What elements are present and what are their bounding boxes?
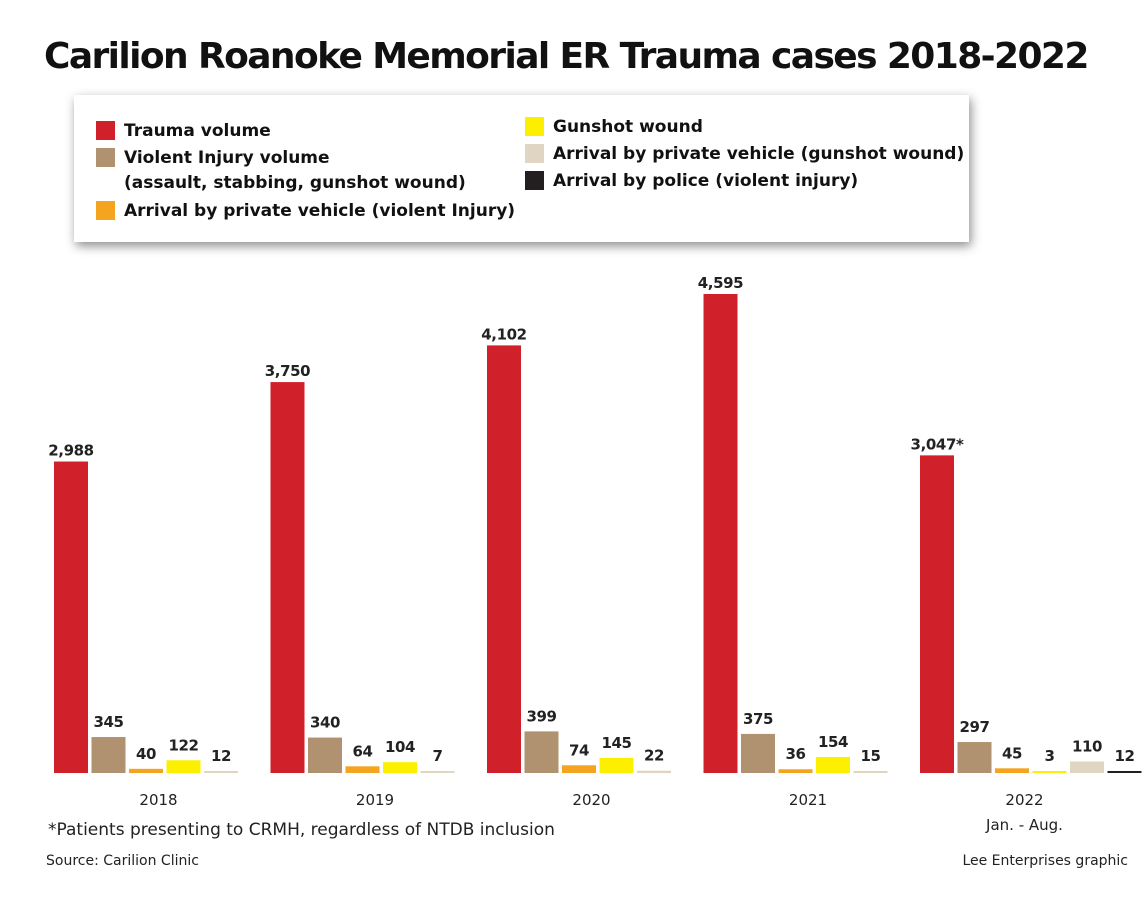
value-label-2019-3: 104 (385, 738, 415, 756)
bar-2021-arrival-by-private-vehicle-violent-injur (778, 769, 813, 773)
value-label-2022-4: 110 (1072, 738, 1102, 756)
legend-item-gunshot-wound: Gunshot wound (525, 115, 703, 140)
bar-2021-trauma-volume (703, 294, 738, 773)
x-tick-2021: 2021 (789, 791, 827, 809)
bar-2020-arrival-by-private-vehicle-violent-injur (562, 765, 596, 773)
bar-layer (54, 294, 1142, 773)
legend-swatch-arrival-by-police (525, 171, 544, 190)
bar-2022-violent-injury-volume-assault-stabbing-g (957, 742, 992, 773)
value-label-2021-0: 4,595 (698, 274, 743, 292)
value-label-2020-3: 145 (601, 734, 631, 752)
legend-label-arrival-by-police: Arrival by police (violent injury) (553, 171, 859, 191)
value-label-2020-0: 4,102 (481, 325, 526, 343)
legend-item-trauma-volume: Trauma volume (96, 119, 271, 144)
value-label-2021-4: 15 (860, 747, 880, 765)
bar-2021-arrival-by-private-vehicle-gunshot-wound (853, 771, 888, 773)
bar-2022-arrival-by-private-vehicle-gunshot-wound (1070, 761, 1104, 773)
legend-label-trauma-volume: Trauma volume (124, 121, 271, 141)
value-label-2018-2: 40 (136, 745, 156, 763)
bar-2022-arrival-by-private-vehicle-violent-injur (995, 768, 1029, 773)
bar-2018-gunshot-wound (166, 760, 201, 773)
value-label-2018-1: 345 (93, 713, 123, 731)
bar-2021-violent-injury-volume-assault-stabbing-g (741, 733, 775, 773)
legend-swatch-private-vehicle-violent (96, 201, 115, 220)
bar-2018-violent-injury-volume-assault-stabbing-g (91, 737, 126, 773)
bar-2019-arrival-by-private-vehicle-violent-injur (345, 766, 380, 773)
x-tick-2019: 2019 (356, 791, 394, 809)
value-label-2022-3: 3 (1044, 747, 1054, 765)
legend-sublabel-violent-injury-volume: (assault, stabbing, gunshot wound) (124, 173, 466, 193)
legend-item-private-vehicle-violent: Arrival by private vehicle (violent Inju… (96, 199, 515, 224)
value-label-2018-0: 2,988 (48, 442, 93, 460)
value-label-2019-2: 64 (352, 742, 372, 760)
legend-swatch-trauma-volume (96, 121, 115, 140)
value-label-2021-3: 154 (818, 733, 848, 751)
bar-2019-violent-injury-volume-assault-stabbing-g (308, 737, 342, 773)
legend-text-violent-injury: Violent Injury volume (assault, stabbing… (124, 146, 466, 196)
bar-2019-trauma-volume (270, 382, 305, 773)
value-label-2018-3: 122 (168, 736, 198, 754)
legend-swatch-gunshot-wound (525, 117, 544, 136)
value-label-2021-1: 375 (743, 710, 773, 728)
legend-label-private-vehicle-violent: Arrival by private vehicle (violent Inju… (124, 201, 516, 221)
legend: Trauma volume Violent Injury volume (ass… (74, 95, 969, 242)
x-tick-2022: 2022 (1005, 791, 1043, 809)
value-label-2022-1: 297 (959, 718, 989, 736)
bar-2022-arrival-by-police-violent-injury (1107, 771, 1142, 773)
x-tick-2018: 2018 (139, 791, 177, 809)
bar-2020-violent-injury-volume-assault-stabbing-g (524, 731, 559, 773)
bar-2022-gunshot-wound (1032, 771, 1067, 773)
value-label-2022-5: 12 (1114, 747, 1134, 765)
bar-2021-gunshot-wound (816, 756, 850, 773)
bar-2022-trauma-volume (920, 455, 954, 773)
value-label-2020-2: 74 (569, 741, 589, 759)
bar-2019-arrival-by-private-vehicle-gunshot-wound (420, 771, 455, 773)
value-label-2019-4: 7 (432, 747, 442, 765)
value-label-2022-0: 3,047* (911, 435, 964, 453)
value-label-2020-1: 399 (526, 707, 556, 725)
value-label-2019-0: 3,750 (265, 362, 310, 380)
bar-2018-trauma-volume (54, 461, 88, 773)
graphic-credit: Lee Enterprises graphic (962, 853, 1128, 869)
x-axis-tick-layer: 2018 2019 2020 2021 2022 Jan. - Aug. (139, 791, 1063, 834)
chart-title: Carilion Roanoke Memorial ER Trauma case… (44, 36, 1089, 77)
legend-item-arrival-by-police: Arrival by police (violent injury) (525, 169, 858, 194)
bar-2020-trauma-volume (487, 345, 521, 773)
legend-label-violent-injury-volume: Violent Injury volume (124, 148, 330, 168)
legend-swatch-private-vehicle-gunshot (525, 144, 544, 163)
x-tick-sublabel-2022: Jan. - Aug. (985, 816, 1063, 834)
source-note: Source: Carilion Clinic (46, 853, 199, 869)
value-label-2022-2: 45 (1002, 744, 1022, 762)
bar-2018-arrival-by-private-vehicle-gunshot-wound (204, 771, 238, 773)
bar-2020-gunshot-wound (599, 757, 634, 773)
legend-item-private-vehicle-gunshot: Arrival by private vehicle (gunshot woun… (525, 142, 964, 167)
legend-label-private-vehicle-gunshot: Arrival by private vehicle (gunshot woun… (553, 144, 965, 164)
value-label-2020-4: 22 (644, 747, 664, 765)
bar-2019-gunshot-wound (383, 762, 417, 773)
footnote: *Patients presenting to CRMH, regardless… (48, 820, 555, 840)
value-label-2018-4: 12 (211, 747, 231, 765)
bar-2018-arrival-by-private-vehicle-violent-injur (129, 768, 163, 773)
legend-swatch-violent-injury-volume (96, 148, 115, 167)
legend-label-gunshot-wound: Gunshot wound (553, 117, 703, 137)
legend-item-violent-injury-volume: Violent Injury volume (assault, stabbing… (96, 146, 466, 196)
value-label-2019-1: 340 (310, 714, 340, 732)
value-label-2021-2: 36 (785, 745, 805, 763)
x-tick-2020: 2020 (572, 791, 610, 809)
bar-2020-arrival-by-private-vehicle-gunshot-wound (637, 770, 671, 773)
